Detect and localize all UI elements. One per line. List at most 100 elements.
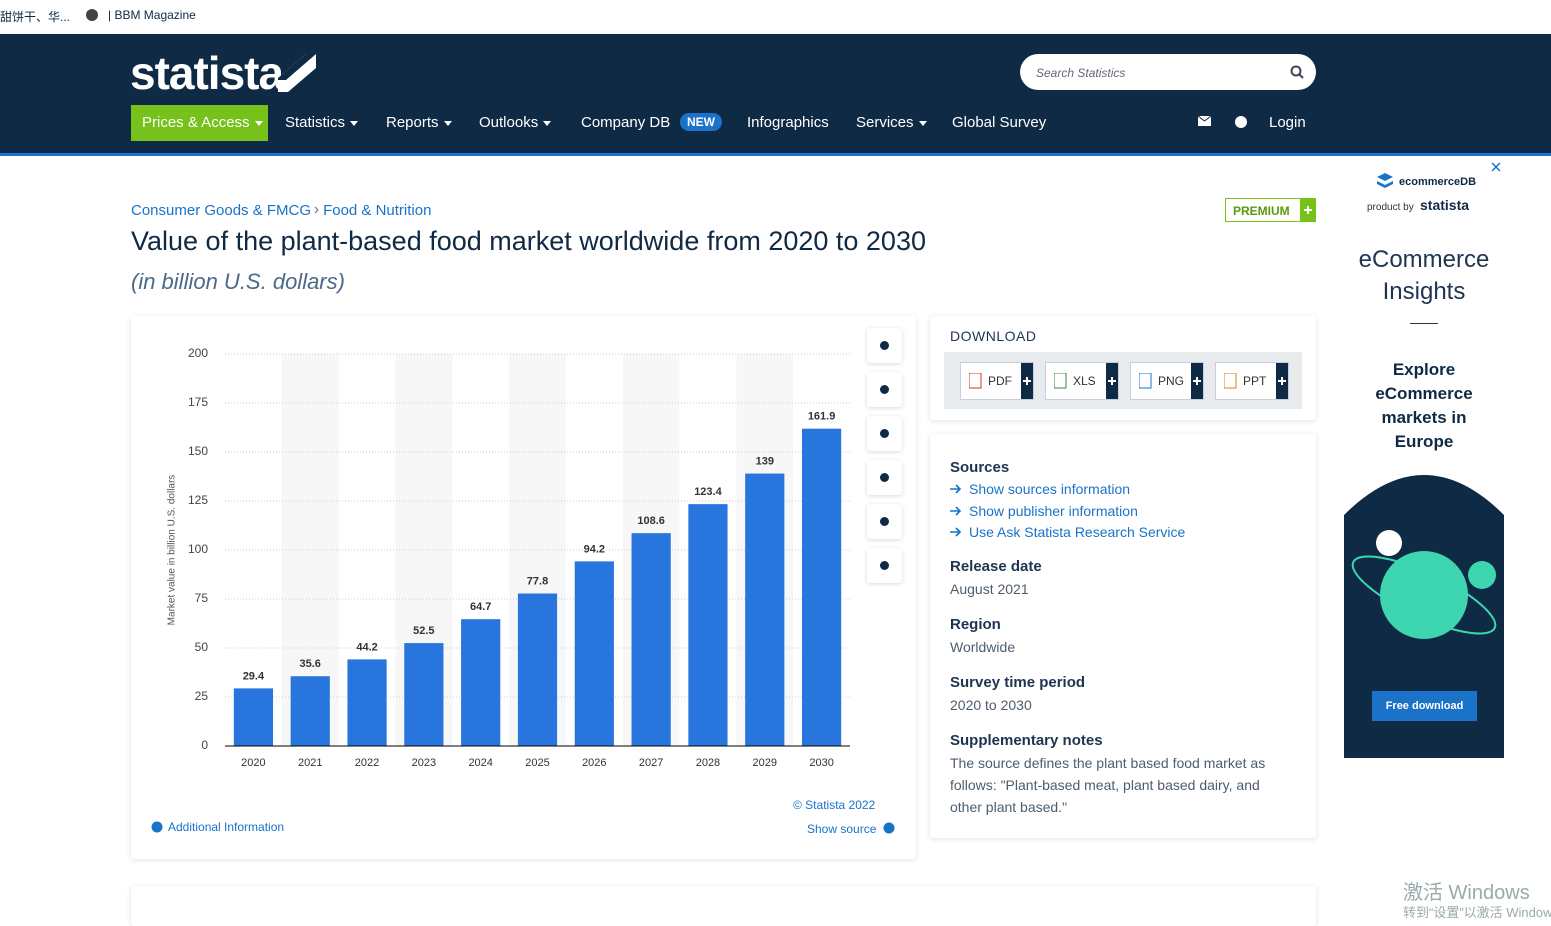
plus-shape [1278,377,1286,385]
arrow-icon [950,505,962,516]
arrow [950,505,962,516]
nav-item[interactable]: Reports [386,114,439,131]
plus-icon [1106,363,1118,399]
tool-glyph [880,385,889,394]
nav-item[interactable]: Company DB [581,114,671,131]
search-placeholder: Search Statistics [1036,66,1126,80]
ad-headline: eCommerce Insights [1358,246,1490,305]
breadcrumb-link[interactable]: Consumer Goods & FMCG [131,202,312,219]
search-icon [1290,65,1304,79]
caret-shape [350,121,358,126]
watermark: 转到“设置”以激活 Windows。 [1403,905,1551,920]
caret-shape [543,121,551,126]
file-icon [1054,373,1067,389]
file-shape [1139,373,1152,389]
nav-item[interactable]: Outlooks [479,114,539,131]
tool-button[interactable] [867,416,902,451]
copyright[interactable]: © Statista 2022 [793,798,876,812]
bar [404,643,444,746]
x-tick-label: 2023 [412,757,436,769]
logo[interactable]: statista [130,47,284,99]
value-label: 52.5 [413,625,434,637]
file-icon [1224,373,1237,389]
ad-text: Explore eCommerce markets in Europe [1375,360,1473,451]
y-tick-label: 0 [201,738,208,752]
search-box[interactable]: Search Statistics [1020,54,1316,90]
chart-title: Value of the plant-based food market wor… [131,226,926,256]
tool-button[interactable] [867,328,902,363]
y-tick-label: 200 [188,346,208,360]
download-button[interactable]: PPT [1215,362,1289,400]
nav-item[interactable]: Prices & Access [142,114,250,131]
file-icon [969,373,982,389]
header: statista Search Statistics Prices & Acce… [0,34,1551,156]
file-shape [1054,373,1067,389]
tool-icon [880,473,889,482]
tool-button[interactable] [867,504,902,539]
caret [444,121,452,126]
tool-button[interactable] [867,372,902,407]
additional-information[interactable]: Additional Information [168,820,285,834]
premium-badge[interactable]: PREMIUM [1225,198,1316,222]
value-label: 35.6 [300,658,321,670]
caret [255,121,263,126]
detail-label: Supplementary notes [950,732,1103,749]
nav-item[interactable]: Statistics [285,114,346,131]
nav-item[interactable]: Services [856,114,914,131]
info-icon [151,821,163,833]
download-button[interactable]: PDF [960,362,1034,400]
tab[interactable]: | BBM Magazine [108,8,196,22]
detail-value: 2020 to 2030 [950,697,1032,713]
x-tick-label: 2020 [241,757,265,769]
login[interactable]: Login [1269,114,1306,131]
tool-icon [880,561,889,570]
close-ad[interactable] [1491,162,1501,172]
language-icon[interactable] [1234,115,1248,129]
ad-button[interactable]: Free download [1372,691,1477,721]
source-link[interactable]: Show publisher information [969,502,1138,519]
source-link[interactable]: Use Ask Statista Research Service [969,524,1186,540]
tool-glyph [880,473,889,482]
tool-button[interactable] [867,548,902,583]
download-button[interactable]: XLS [1045,362,1119,400]
ad-statista: statista [1420,197,1470,213]
info-icon [883,822,895,834]
tool-button[interactable] [867,460,902,495]
detail-item: Release date August 2021 [950,558,1290,600]
download-buttons: PDF XLS PNG PPT [944,352,1302,409]
nav-item[interactable]: Global Survey [952,114,1047,131]
format-label: PPT [1243,374,1267,388]
watermark: 激活 Windows [1403,882,1530,904]
y-tick-label: 150 [188,444,208,458]
mail-icon[interactable] [1198,116,1212,128]
arrow [950,484,962,494]
download-button[interactable]: PNG [1130,362,1204,400]
plus-icon [1300,199,1316,221]
detail-label: Region [950,616,1001,633]
show-source[interactable]: Show source [807,822,877,836]
breadcrumb-link[interactable]: Food & Nutrition [323,202,432,219]
value-label: 64.7 [470,601,491,613]
source-link[interactable]: Show sources information [969,481,1131,497]
value-label: 161.9 [808,411,836,423]
detail-item: Region Worldwide [950,616,1290,658]
globe-icon [86,9,98,21]
bar [745,473,785,746]
value-label: 29.4 [243,670,265,682]
y-axis-label: Market value in billion U.S. dollars [167,475,178,626]
tab[interactable]: 甜饼干、华... [0,10,71,24]
bar [233,688,274,746]
bar [801,428,842,746]
bar [290,676,330,746]
logo-mark [278,54,316,92]
plus-icon [1276,363,1288,399]
nav-item[interactable]: Infographics [747,114,829,131]
y-tick-label: 75 [195,591,209,605]
ad: ecommerceDB product by statista eCommerc… [1344,160,1504,760]
ad-illustration [1344,475,1504,758]
tool-glyph [880,517,889,526]
bar [461,619,501,746]
tool-glyph [880,561,889,570]
caret [543,121,551,126]
